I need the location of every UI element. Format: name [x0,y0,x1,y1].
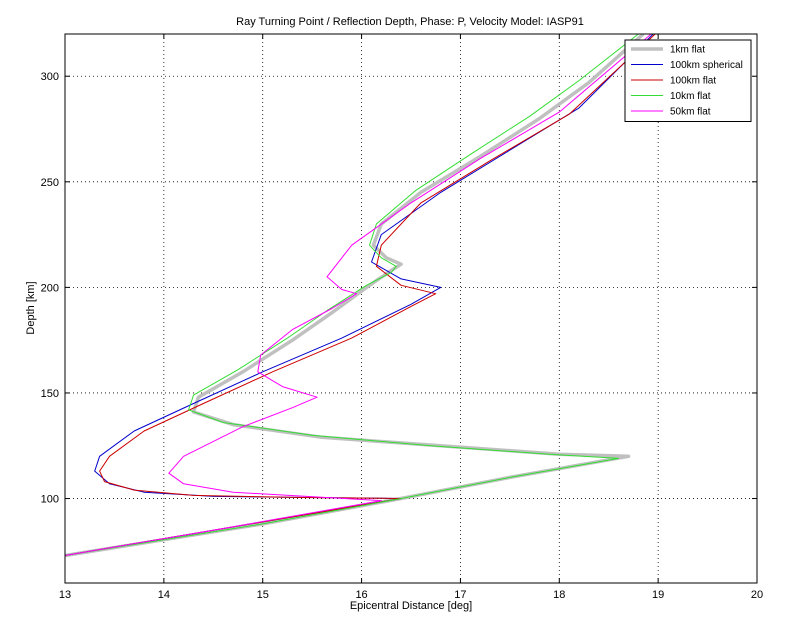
x-axis-label: Epicentral Distance [deg] [350,600,472,612]
y-tick-label: 300 [41,71,59,83]
series-line-3 [65,34,639,556]
x-tick-label: 15 [257,589,269,601]
legend-label: 100km flat [670,76,716,87]
ticks: 13 14 15 16 17 18 19 20 100 150 200 250 300 [41,34,763,601]
x-tick-label: 14 [158,589,170,601]
y-tick-label: 150 [41,388,59,400]
legend-box [624,39,752,122]
series-line-4 [65,34,652,556]
x-tick-label: 17 [454,589,466,601]
legend: 1km flat 100km spherical 100km flat 10km fl… [624,39,752,122]
y-tick-label: 250 [41,177,59,189]
legend-label: 50km flat [670,107,711,118]
chart-title: Ray Turning Point / Reflection Depth, Ph… [236,16,584,28]
x-tick-label: 18 [553,589,565,601]
y-axis-label: Depth [km] [25,281,37,334]
x-tick-label: 20 [751,589,763,601]
x-tick-label: 16 [355,589,367,601]
y-tick-label: 200 [41,282,59,294]
plot-frame [64,33,758,584]
legend-label: 10km flat [670,91,711,102]
series-line-0 [65,34,645,558]
legend-label: 100km spherical [670,60,743,71]
x-tick-label: 13 [59,589,71,601]
series-line-2 [65,34,656,556]
x-tick-label: 19 [652,589,664,601]
legend-label: 1km flat [670,45,705,56]
y-tick-label: 100 [41,494,59,506]
series-layer [65,34,656,558]
